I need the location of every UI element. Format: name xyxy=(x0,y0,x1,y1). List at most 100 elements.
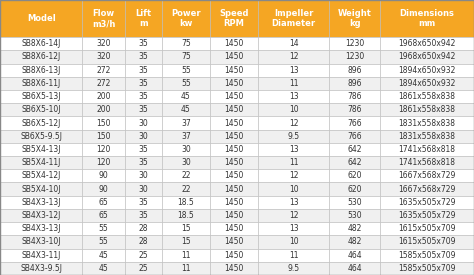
Text: 11: 11 xyxy=(289,158,299,167)
Bar xyxy=(125,169,162,183)
Bar xyxy=(258,64,329,77)
Text: 25: 25 xyxy=(138,251,148,260)
Text: 200: 200 xyxy=(96,105,111,114)
Bar xyxy=(162,222,210,235)
Bar xyxy=(162,183,210,196)
Bar xyxy=(82,249,125,262)
Bar xyxy=(125,183,162,196)
Bar xyxy=(210,0,258,37)
Text: 35: 35 xyxy=(138,158,148,167)
Bar xyxy=(258,130,329,143)
Text: SB6X5-9.5J: SB6X5-9.5J xyxy=(20,132,62,141)
Bar xyxy=(162,169,210,183)
Bar xyxy=(162,143,210,156)
Text: 11: 11 xyxy=(289,251,299,260)
Bar xyxy=(380,143,474,156)
Text: 75: 75 xyxy=(181,53,191,61)
Bar xyxy=(258,116,329,130)
Bar xyxy=(0,103,82,116)
Text: 90: 90 xyxy=(99,185,109,194)
Text: 1450: 1450 xyxy=(225,92,244,101)
Bar xyxy=(329,64,380,77)
Text: 55: 55 xyxy=(181,66,191,75)
Text: 90: 90 xyxy=(99,171,109,180)
Text: 37: 37 xyxy=(181,119,191,128)
Text: 1230: 1230 xyxy=(345,53,365,61)
Bar xyxy=(0,209,82,222)
Text: 35: 35 xyxy=(138,39,148,48)
Bar xyxy=(258,196,329,209)
Text: 482: 482 xyxy=(347,224,362,233)
Text: 1450: 1450 xyxy=(225,105,244,114)
Bar xyxy=(258,90,329,103)
Text: SB8X6-12J: SB8X6-12J xyxy=(21,53,61,61)
Bar xyxy=(380,222,474,235)
Text: 1968x650x942: 1968x650x942 xyxy=(399,39,456,48)
Bar xyxy=(125,235,162,249)
Bar xyxy=(380,235,474,249)
Bar xyxy=(329,196,380,209)
Bar xyxy=(82,103,125,116)
Bar xyxy=(210,169,258,183)
Bar xyxy=(380,90,474,103)
Text: 482: 482 xyxy=(347,237,362,246)
Bar xyxy=(329,50,380,64)
Bar xyxy=(329,222,380,235)
Text: 9.5: 9.5 xyxy=(288,264,300,273)
Bar xyxy=(162,103,210,116)
Text: 14: 14 xyxy=(289,39,299,48)
Bar xyxy=(125,64,162,77)
Text: 35: 35 xyxy=(138,53,148,61)
Text: 464: 464 xyxy=(347,251,362,260)
Bar xyxy=(210,222,258,235)
Text: 1450: 1450 xyxy=(225,119,244,128)
Bar xyxy=(125,222,162,235)
Text: 13: 13 xyxy=(289,92,299,101)
Text: 1894x650x932: 1894x650x932 xyxy=(399,79,456,88)
Text: 15: 15 xyxy=(181,237,191,246)
Text: Flow
m3/h: Flow m3/h xyxy=(92,9,115,28)
Bar xyxy=(125,196,162,209)
Text: 30: 30 xyxy=(138,132,148,141)
Bar xyxy=(0,183,82,196)
Bar xyxy=(329,183,380,196)
Text: 1585x505x709: 1585x505x709 xyxy=(399,264,456,273)
Text: 1450: 1450 xyxy=(225,145,244,154)
Bar xyxy=(258,50,329,64)
Text: 45: 45 xyxy=(99,264,109,273)
Bar xyxy=(82,262,125,275)
Bar xyxy=(210,103,258,116)
Text: SB5X4-13J: SB5X4-13J xyxy=(21,145,61,154)
Bar xyxy=(0,222,82,235)
Bar xyxy=(0,249,82,262)
Text: Speed
RPM: Speed RPM xyxy=(219,9,249,28)
Text: 530: 530 xyxy=(347,198,362,207)
Text: 786: 786 xyxy=(347,105,362,114)
Bar xyxy=(380,37,474,50)
Bar xyxy=(162,235,210,249)
Bar xyxy=(258,169,329,183)
Text: 1450: 1450 xyxy=(225,66,244,75)
Text: 35: 35 xyxy=(138,92,148,101)
Text: 272: 272 xyxy=(96,66,111,75)
Text: 13: 13 xyxy=(289,66,299,75)
Bar xyxy=(210,249,258,262)
Text: 766: 766 xyxy=(347,119,362,128)
Text: 35: 35 xyxy=(138,211,148,220)
Bar xyxy=(258,222,329,235)
Bar xyxy=(162,0,210,37)
Bar xyxy=(258,235,329,249)
Text: 45: 45 xyxy=(181,105,191,114)
Text: 1450: 1450 xyxy=(225,158,244,167)
Text: 65: 65 xyxy=(99,198,109,207)
Text: SB4X3-12J: SB4X3-12J xyxy=(21,211,61,220)
Text: 1635x505x729: 1635x505x729 xyxy=(399,198,456,207)
Bar xyxy=(329,143,380,156)
Bar xyxy=(380,249,474,262)
Text: 150: 150 xyxy=(96,119,111,128)
Text: 11: 11 xyxy=(181,264,191,273)
Text: 12: 12 xyxy=(289,119,299,128)
Text: 200: 200 xyxy=(96,92,111,101)
Text: SB4X3-13J: SB4X3-13J xyxy=(21,198,61,207)
Text: SB4X3-9.5J: SB4X3-9.5J xyxy=(20,264,62,273)
